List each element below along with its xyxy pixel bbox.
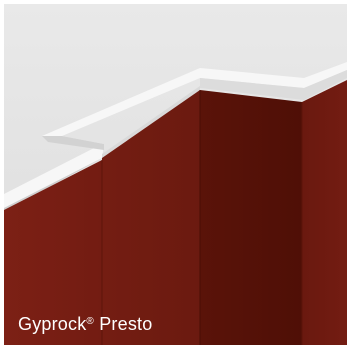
product-variant: Presto [99,314,153,334]
wall-front [102,90,200,345]
cornice-right-face [200,70,347,100]
cornice-top-face [4,62,347,208]
product-caption: Gyprock® Presto [18,314,152,335]
registered-mark: ® [86,316,94,327]
wall-right [302,80,347,345]
product-name: Gyprock [18,314,87,334]
wall-side [200,90,302,345]
cornice-return-shadow [42,136,104,150]
product-image: Gyprock® Presto [4,4,347,345]
wall-left [4,160,102,345]
cornice-illustration [4,4,347,345]
